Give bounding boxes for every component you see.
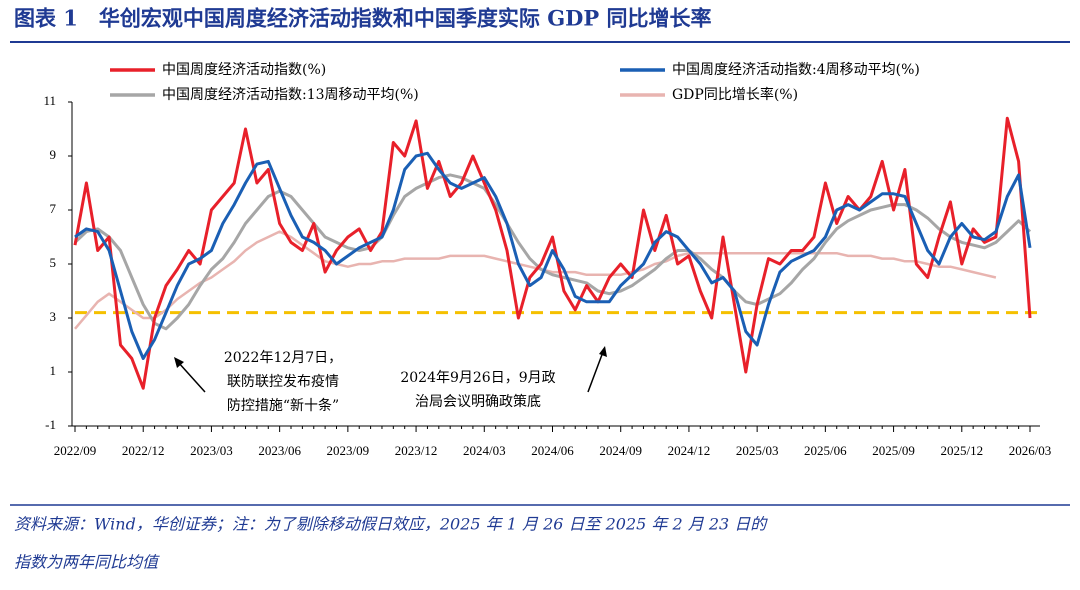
x-tick-label: 2022/09 (54, 443, 97, 458)
x-tick-label: 2025/06 (804, 443, 847, 458)
x-tick-label: 2025/09 (872, 443, 915, 458)
x-tick-label: 2024/12 (668, 443, 711, 458)
source-note: 指数为两年同比均值 (14, 553, 160, 572)
x-tick-label: 2023/03 (190, 443, 233, 458)
series-line (74, 151, 1032, 360)
legend-label: 中国周度经济活动指数:13周移动平均(%) (162, 87, 419, 103)
series-line (73, 116, 1032, 390)
y-tick-label: 7 (50, 201, 57, 216)
annotation: 联防联控发布疫情 (227, 374, 339, 390)
annotation-arrows (174, 346, 607, 393)
legend-label: 中国周度经济活动指数(%) (162, 62, 326, 78)
legend-label: 中国周度经济活动指数:4周移动平均(%) (672, 62, 920, 78)
source-note: 资料来源：Wind，华创证券；注：为了剔除移动假日效应，2025 年 1 月 2… (14, 515, 768, 534)
x-tick-label: 2025/12 (940, 443, 983, 458)
x-tick-label: 2023/09 (327, 443, 370, 458)
y-tick-label: 5 (50, 255, 57, 270)
y-tick-label: -1 (45, 417, 56, 432)
y-tick-label: 11 (43, 93, 56, 108)
chart-title: 图表 1 华创宏观中国周度经济活动指数和中国季度实际 GDP 同比增长率 (14, 6, 711, 31)
x-tick-label: 2024/09 (599, 443, 642, 458)
annotation: 防控措施“新十条” (227, 397, 339, 414)
x-tick-label: 2026/03 (1009, 443, 1052, 458)
series-line (74, 230, 997, 330)
x-tick-label: 2024/06 (531, 443, 574, 458)
y-tick-label: 1 (50, 363, 57, 378)
x-tick-label: 2024/03 (463, 443, 506, 458)
y-tick-label: 9 (50, 147, 57, 162)
series-line (73, 173, 1032, 331)
x-tick-label: 2023/12 (395, 443, 438, 458)
x-tick-label: 2025/03 (736, 443, 779, 458)
x-tick-label: 2022/12 (122, 443, 165, 458)
x-tick-label: 2023/06 (258, 443, 301, 458)
legend-label: GDP同比增长率(%) (672, 86, 798, 103)
y-tick-label: 3 (50, 309, 57, 324)
annotation: 2022年12月7日， (224, 350, 342, 366)
annotation: 2024年9月26日，9月政 (400, 370, 555, 386)
annotation: 治局会议明确政策底 (415, 393, 541, 410)
